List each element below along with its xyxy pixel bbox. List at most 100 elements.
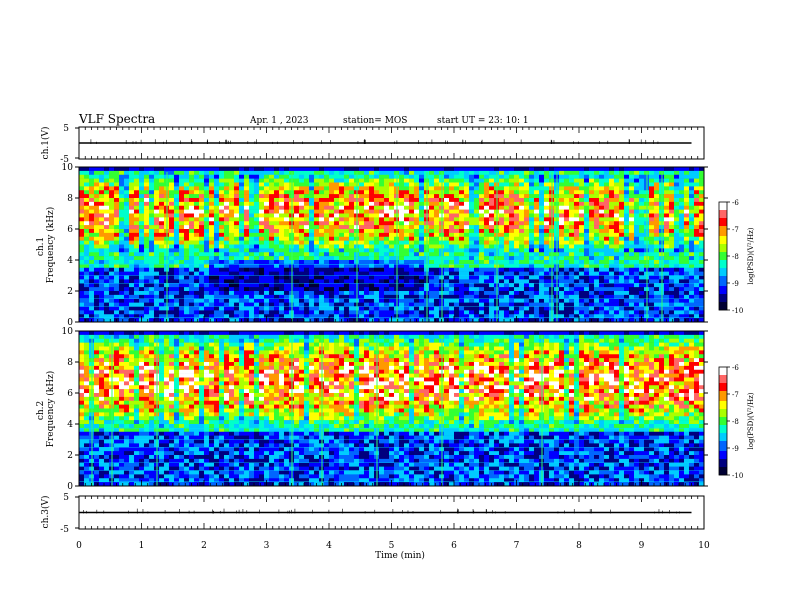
spectrogram-cell bbox=[669, 236, 675, 241]
spectrogram-cell bbox=[574, 170, 580, 176]
spectrogram-cell bbox=[519, 232, 525, 238]
spectrogram-cell bbox=[119, 198, 125, 203]
spectrogram-cell bbox=[544, 205, 550, 210]
spectrogram-column bbox=[444, 167, 450, 323]
spectrogram-cell bbox=[139, 213, 145, 218]
spectrogram-cell bbox=[219, 194, 225, 199]
spectrogram-cell bbox=[434, 236, 440, 241]
spectrogram-column bbox=[629, 167, 635, 323]
spectrogram-cell bbox=[464, 225, 470, 230]
spectrogram-cell bbox=[224, 267, 230, 272]
spectrogram-cell bbox=[79, 271, 85, 276]
spectrogram-cell bbox=[454, 294, 460, 300]
spectrogram-cell bbox=[524, 178, 530, 183]
spectrogram-cell bbox=[619, 279, 625, 284]
spectrogram-column bbox=[654, 167, 660, 323]
spectrogram-cell bbox=[259, 225, 265, 230]
spectrogram-cell bbox=[399, 314, 405, 319]
spectrogram-cell bbox=[624, 225, 630, 230]
spectrogram-cell bbox=[329, 194, 335, 199]
spectrogram-cell bbox=[539, 213, 545, 218]
spectrogram-cell bbox=[679, 294, 685, 300]
spectrogram-cell bbox=[324, 240, 330, 245]
spectrogram-cell bbox=[259, 213, 265, 218]
spectrogram-cell bbox=[79, 260, 85, 265]
spectrogram-cell bbox=[629, 209, 635, 214]
spectrogram-cell bbox=[669, 302, 675, 307]
spectrogram-cell bbox=[574, 232, 580, 238]
spectrogram-cell bbox=[334, 170, 340, 176]
spectrogram-cell bbox=[499, 310, 505, 315]
spectrogram-cell bbox=[234, 306, 240, 311]
spectrogram-cell bbox=[84, 291, 90, 296]
spectrogram-cell bbox=[399, 302, 405, 307]
spectrogram-cell bbox=[294, 240, 300, 245]
spectrogram-cell bbox=[294, 298, 300, 303]
spectrogram-cell bbox=[334, 225, 340, 230]
spectrogram-cell bbox=[619, 314, 625, 319]
spectrogram-cell bbox=[314, 244, 320, 249]
spectrogram-cell bbox=[529, 225, 535, 230]
spectrogram-cell bbox=[679, 240, 685, 245]
spectrogram-cell bbox=[139, 306, 145, 311]
spectrogram-cell bbox=[594, 198, 600, 203]
spectrogram-cell bbox=[229, 205, 235, 210]
spectrogram-cell bbox=[604, 275, 610, 280]
spectrogram-cell bbox=[299, 287, 305, 292]
spectrogram-cell bbox=[319, 314, 325, 319]
spectrogram-cell bbox=[369, 174, 375, 179]
spectrogram-cell bbox=[404, 178, 410, 183]
spectrogram-cell bbox=[169, 225, 175, 230]
spectrogram-cell bbox=[609, 236, 615, 241]
spectrogram-cell bbox=[619, 182, 625, 187]
spectrogram-cell bbox=[329, 263, 335, 269]
spectrogram-cell bbox=[279, 170, 285, 176]
spectrogram-cell bbox=[279, 306, 285, 311]
spectrogram-cell bbox=[139, 217, 145, 222]
spectrogram-cell bbox=[639, 244, 645, 249]
spectrogram-cell bbox=[669, 217, 675, 222]
spectrogram-cell bbox=[664, 294, 670, 300]
spectrogram-cell bbox=[104, 314, 110, 319]
spectrogram-cell bbox=[244, 275, 250, 280]
spectrogram-cell bbox=[299, 205, 305, 210]
spectrogram-column bbox=[199, 167, 205, 323]
spectrogram-cell bbox=[389, 244, 395, 249]
spectrogram-cell bbox=[129, 170, 135, 176]
spectrogram-cell bbox=[634, 244, 640, 249]
spectrogram-column bbox=[274, 167, 280, 323]
spectrogram-cell bbox=[399, 248, 405, 253]
spectrogram-cell bbox=[144, 225, 150, 230]
spectrogram-column bbox=[329, 167, 335, 323]
spectrogram-cell bbox=[319, 186, 325, 191]
spectrogram-cell bbox=[429, 217, 435, 222]
spectrogram-cell bbox=[304, 198, 310, 203]
spectrogram-cell bbox=[454, 221, 460, 226]
spectrogram-cell bbox=[454, 318, 460, 323]
spectrogram-cell bbox=[179, 198, 185, 203]
spectrogram-cell bbox=[114, 302, 120, 307]
spectrogram-cell bbox=[449, 217, 455, 222]
spectrogram-cell bbox=[519, 279, 525, 284]
spectrogram-cell bbox=[429, 232, 435, 238]
spectrogram-cell bbox=[359, 236, 365, 241]
spectrogram-cell bbox=[529, 190, 535, 195]
spectrogram-cell bbox=[614, 310, 620, 315]
spectrogram-cell bbox=[189, 174, 195, 179]
spectrogram-cell bbox=[534, 213, 540, 218]
spectrogram-cell bbox=[149, 302, 155, 307]
spectrogram-cell bbox=[674, 217, 680, 222]
spectrogram-cell bbox=[474, 174, 480, 179]
spectrogram-cell bbox=[469, 298, 475, 303]
spectrogram-cell bbox=[619, 302, 625, 307]
spectrogram-cell bbox=[244, 174, 250, 179]
spectrogram-cell bbox=[404, 182, 410, 187]
spectrogram-cell bbox=[589, 248, 595, 253]
spectrogram-cell bbox=[679, 213, 685, 218]
spectrogram-cell bbox=[679, 170, 685, 176]
spectrogram-column bbox=[594, 167, 600, 323]
spectrogram-cell bbox=[654, 205, 660, 210]
spectrogram-cell bbox=[309, 186, 315, 191]
spectrogram-cell bbox=[579, 221, 585, 226]
spectrogram-cell bbox=[569, 213, 575, 218]
